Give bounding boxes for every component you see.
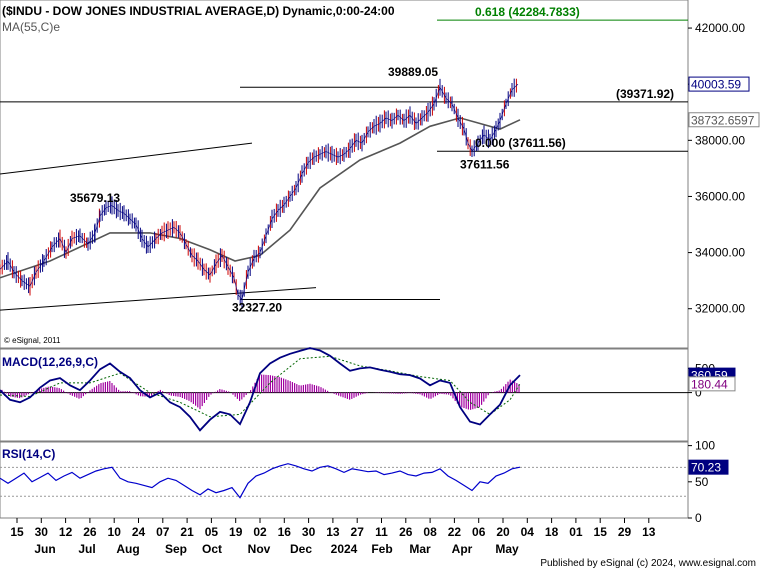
level-label: 0.618 (42284.7833) (475, 5, 580, 19)
x-month-label: Jul (78, 542, 95, 556)
price-close-line (0, 83, 519, 301)
price-last-value-label: 40003.59 (691, 78, 741, 92)
x-tick-label: 15 (10, 525, 24, 539)
x-tick-label: 07 (156, 525, 170, 539)
price-panel: 0.618 (42284.7833) (39371.92) 0.000 (37611… (0, 0, 760, 349)
macd-y-tick-label: 0 (695, 386, 702, 400)
watermark: © eSignal, 2011 (4, 336, 61, 345)
x-month-label: Sep (165, 542, 187, 556)
x-month-label: Mar (409, 542, 431, 556)
price-y-tick-label: 38000.00 (695, 133, 745, 147)
x-tick-label: 05 (205, 525, 219, 539)
price-y-tick-label: 34000.00 (695, 246, 745, 260)
rsi-y-tick-label: 100 (695, 439, 715, 453)
price-annotation: 37611.56 (460, 157, 510, 171)
x-tick-label: 22 (448, 525, 462, 539)
x-month-label: Apr (452, 542, 473, 556)
rsi-y-tick-label: 0 (695, 511, 702, 525)
x-tick-label: 30 (302, 525, 316, 539)
x-axis: 15 30 12 26 10 24 07 21 05 19 02 16 30 13 27 11 26 08 22 06… (10, 518, 656, 556)
x-tick-label: 27 (351, 525, 365, 539)
x-month-label: Oct (202, 542, 222, 556)
x-tick-label: 01 (569, 525, 583, 539)
price-annotation: 32327.20 (232, 301, 282, 315)
x-tick-label: 04 (521, 525, 535, 539)
x-tick-label: 18 (545, 525, 559, 539)
x-tick-label: 06 (472, 525, 486, 539)
x-tick-label: 12 (59, 525, 73, 539)
x-tick-label: 29 (618, 525, 632, 539)
x-month-label: Feb (371, 542, 392, 556)
price-last-value-label: 38732.6597 (691, 113, 755, 127)
x-tick-label: 13 (642, 525, 656, 539)
x-tick-label: 26 (83, 525, 97, 539)
x-tick-label: 10 (108, 525, 122, 539)
trendline (0, 142, 253, 175)
price-y-tick-label: 42000.00 (695, 21, 745, 35)
macd-frame (0, 348, 689, 442)
price-y-tick-label: 36000.00 (695, 189, 745, 203)
rsi-last-value-box (688, 459, 729, 475)
rsi-frame (0, 441, 689, 519)
price-annotation: 39889.05 (388, 65, 438, 79)
level-label: (39371.92) (616, 87, 674, 101)
trendline (0, 287, 317, 311)
rsi-panel: RSI(14,C) 100 50 0 70.23 (0, 439, 729, 525)
x-month-label: Dec (290, 542, 312, 556)
chart-title: ($INDU - DOW JONES INDUSTRIAL AVERAGE,D)… (2, 4, 395, 18)
x-tick-label: 13 (326, 525, 340, 539)
x-tick-label: 08 (423, 525, 437, 539)
x-tick-label: 11 (375, 525, 388, 539)
x-month-label: May (495, 542, 519, 556)
macd-title: MACD(12,26,9,C) (2, 355, 98, 369)
price-annotation: 35679.13 (70, 191, 120, 205)
x-month-label: Jun (34, 542, 55, 556)
price-y-tick-label: 32000.00 (695, 302, 745, 316)
x-tick-label: 19 (229, 525, 243, 539)
macd-line (0, 347, 521, 432)
macd-last-value-label: 180.44 (691, 377, 728, 391)
x-tick-label: 26 (399, 525, 413, 539)
x-tick-label: 16 (278, 525, 292, 539)
x-month-label: 2024 (331, 542, 358, 556)
price-last-value-box (688, 76, 750, 92)
x-tick-label: 24 (132, 525, 146, 539)
ma-indicator-label: MA(55,C)e (2, 20, 60, 34)
rsi-last-value-label: 70.23 (691, 461, 721, 475)
macd-signal-line (0, 355, 521, 418)
x-tick-label: 02 (253, 525, 267, 539)
macd-last-value-box (688, 376, 736, 392)
footer-text: Published by eSignal (c) 2024, www.esign… (540, 558, 756, 569)
x-tick-label: 21 (180, 525, 194, 539)
price-frame (0, 0, 689, 349)
rsi-y-tick-label: 50 (695, 475, 709, 489)
ma55-line (0, 117, 521, 279)
x-tick-label: 20 (496, 525, 510, 539)
x-month-label: Nov (248, 542, 271, 556)
rsi-title: RSI(14,C) (2, 447, 55, 461)
x-tick-label: 15 (594, 525, 608, 539)
rsi-line (0, 463, 521, 499)
level-label: 0.000 (37611.56) (475, 136, 566, 150)
x-tick-label: 30 (35, 525, 49, 539)
x-month-label: Aug (116, 542, 139, 556)
price-last-value-box (688, 112, 760, 128)
